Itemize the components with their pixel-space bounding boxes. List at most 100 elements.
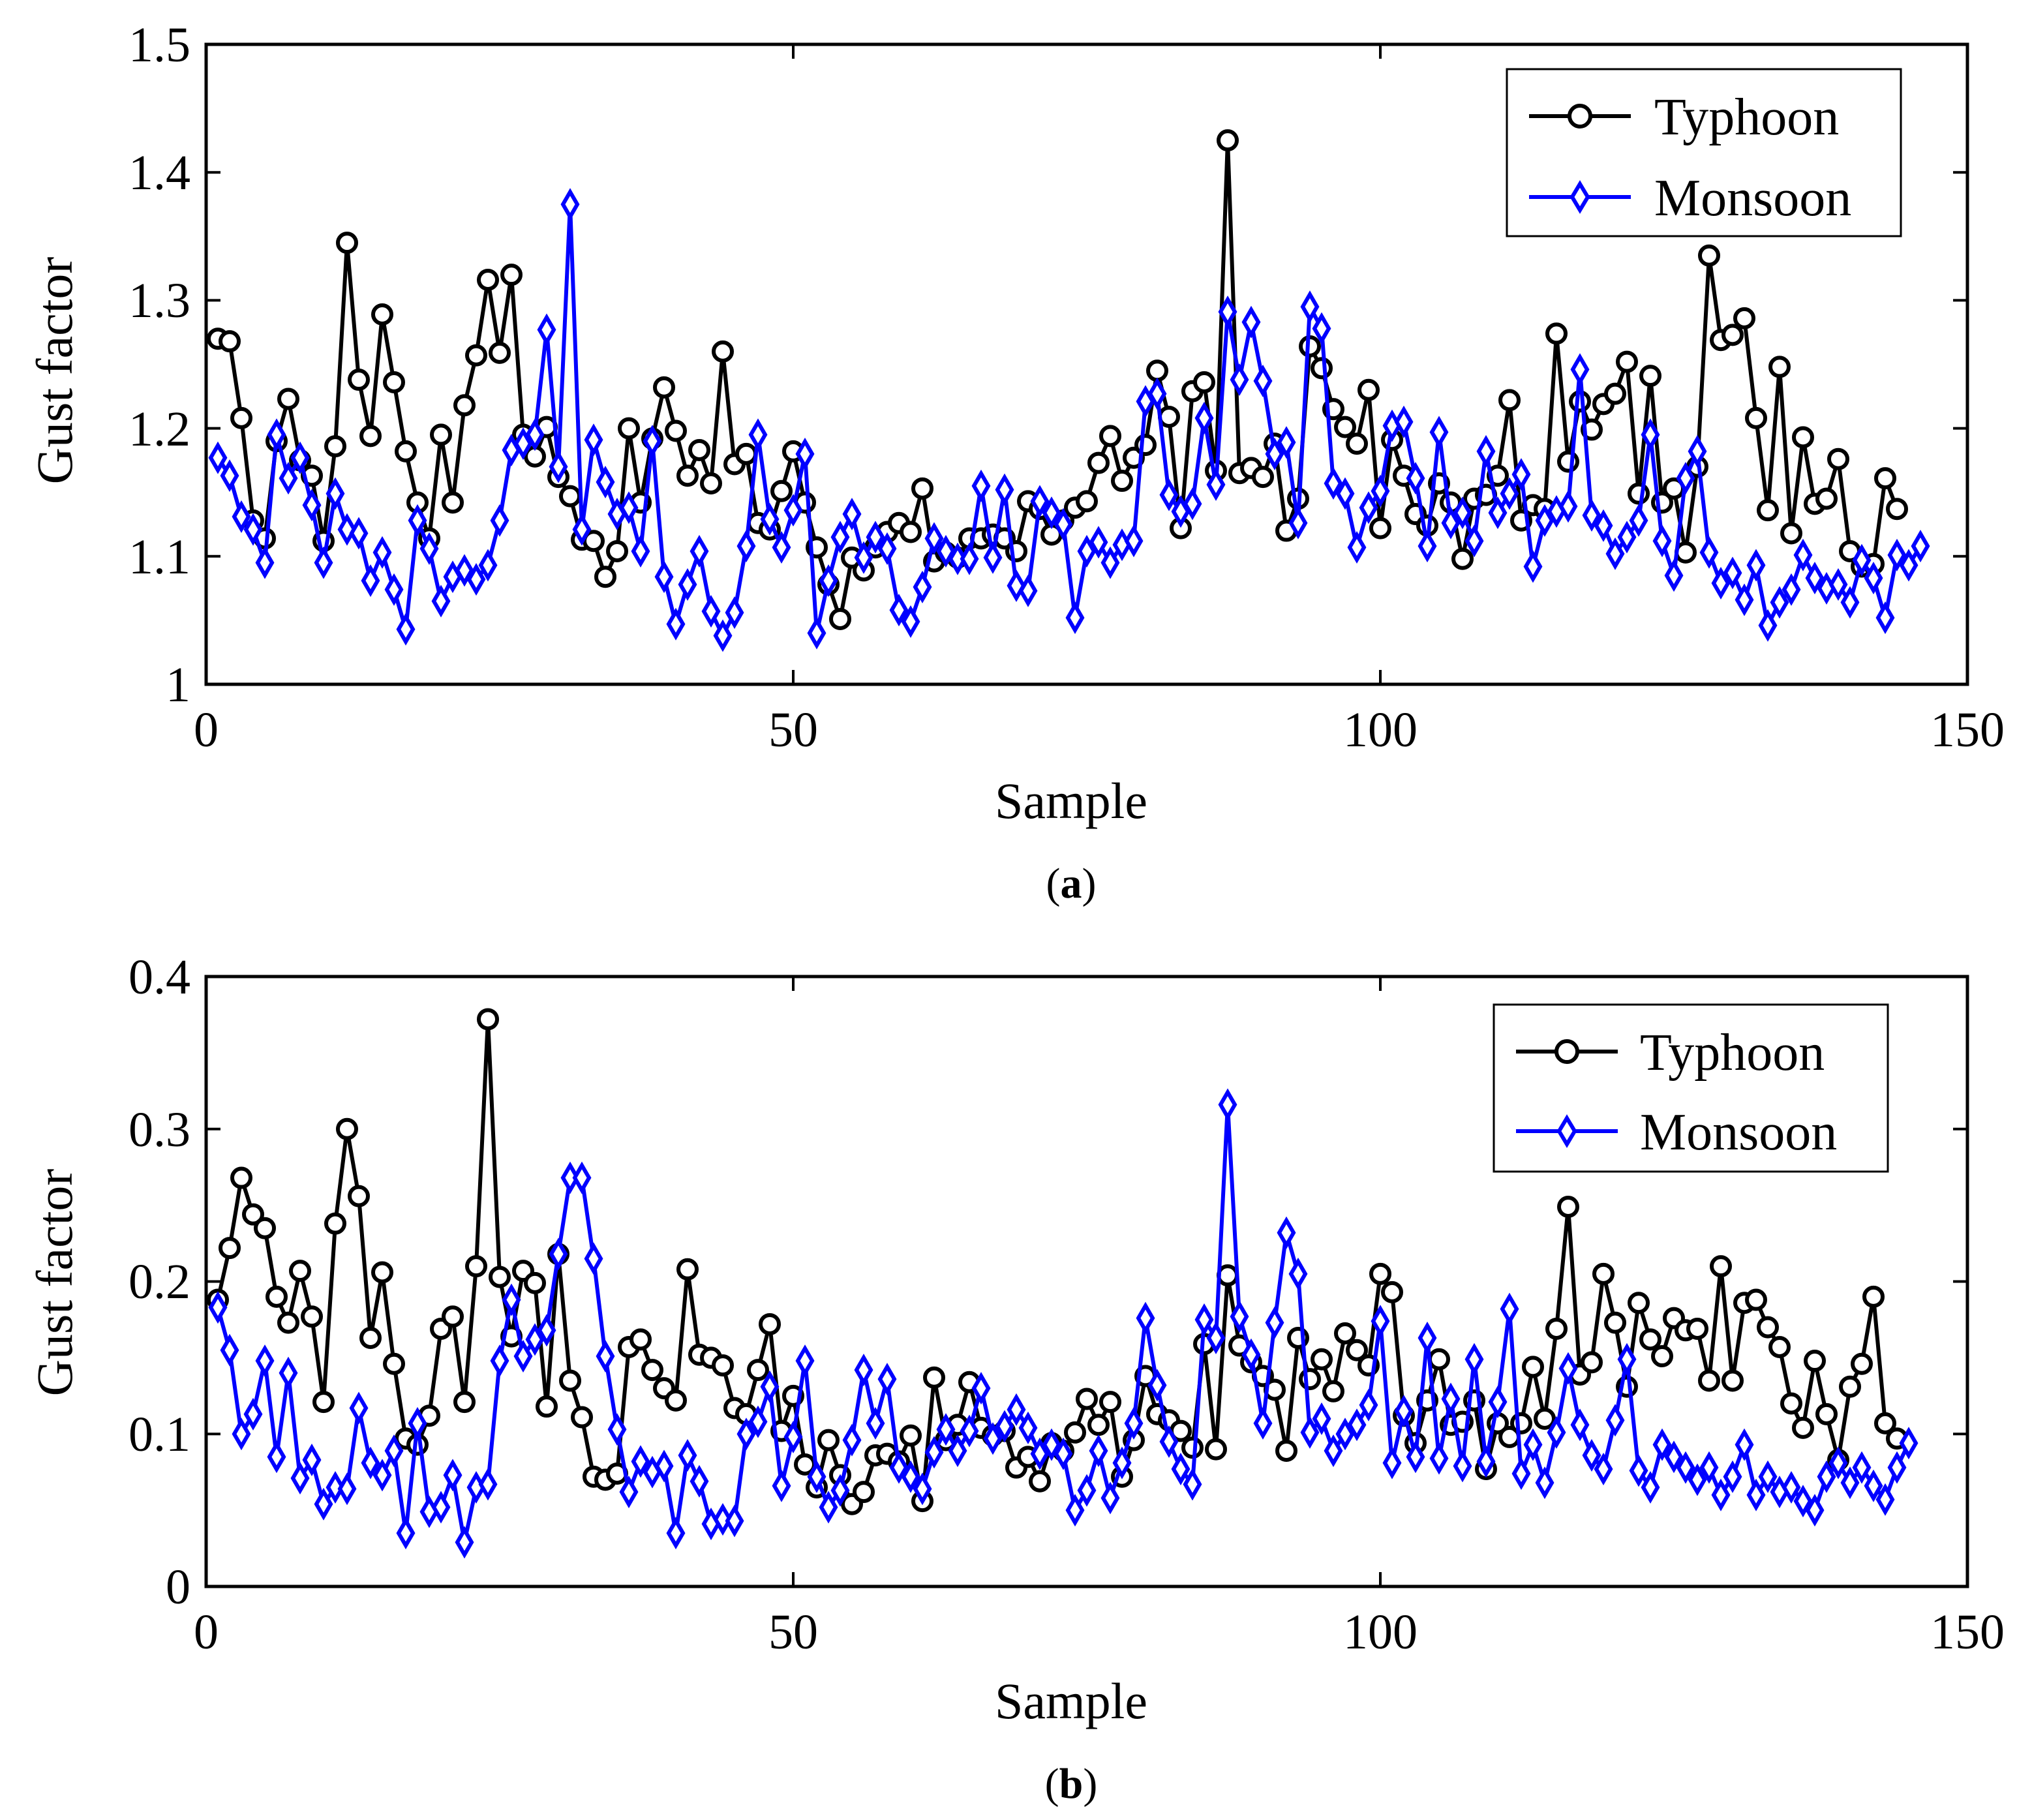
data-point-monsoon [1523, 550, 1543, 583]
data-point-monsoon [971, 469, 991, 502]
data-point-monsoon [1711, 567, 1731, 599]
data-point-monsoon [1817, 1460, 1836, 1493]
data-point-monsoon [267, 418, 286, 451]
data-point-typhoon [301, 1305, 323, 1328]
y-axis: 1 1.1 1.2 1.3 1.4 1.5 [129, 18, 190, 712]
panel-caption-b: (b) [1045, 1760, 1098, 1808]
data-point-monsoon [1300, 290, 1320, 324]
data-point-monsoon [1136, 1301, 1155, 1335]
data-point-monsoon [854, 1354, 873, 1387]
data-point-monsoon [1699, 536, 1719, 569]
data-point-typhoon [665, 419, 687, 442]
data-point-monsoon [1100, 1481, 1120, 1515]
data-point-monsoon [725, 596, 744, 629]
data-point-monsoon [1418, 530, 1437, 563]
legend-label-typhoon: Typhoon [1654, 89, 1839, 146]
data-point-monsoon [1359, 1388, 1378, 1421]
data-point-monsoon [1054, 1437, 1073, 1470]
data-point-monsoon [690, 1464, 709, 1498]
data-point-monsoon [279, 1356, 298, 1389]
data-point-monsoon [408, 1406, 427, 1440]
data-point-monsoon [654, 1449, 674, 1483]
data-point-typhoon [1815, 1403, 1838, 1425]
data-point-typhoon [489, 1266, 511, 1288]
data-point-monsoon [983, 541, 1003, 574]
y-axis: 0 0.1 0.2 0.3 0.4 [129, 950, 190, 1615]
data-point-monsoon [913, 570, 932, 603]
data-point-monsoon [549, 450, 568, 483]
data-point-monsoon [396, 613, 416, 646]
data-point-typhoon [1064, 1421, 1086, 1444]
data-point-monsoon [326, 477, 345, 510]
data-point-monsoon [431, 584, 451, 618]
data-point-monsoon [1688, 1463, 1707, 1496]
data-point-monsoon [1194, 401, 1214, 434]
data-point-monsoon [983, 1422, 1003, 1455]
panel-caption-a: (a) [1046, 860, 1097, 907]
data-point-monsoon [748, 1405, 768, 1438]
data-point-monsoon [549, 1237, 568, 1271]
data-point-monsoon [783, 1420, 803, 1453]
data-point-monsoon [842, 1423, 862, 1457]
data-point-monsoon [1183, 487, 1202, 521]
data-point-monsoon [619, 1476, 639, 1509]
data-point-monsoon [337, 1472, 357, 1506]
data-point-typhoon [1780, 522, 1802, 545]
data-point-typhoon [442, 1305, 464, 1328]
data-point-typhoon [442, 491, 464, 514]
xtick-label: 150 [1930, 703, 2005, 757]
data-point-monsoon [1406, 1440, 1425, 1474]
data-point-monsoon [560, 188, 580, 221]
data-point-monsoon [1018, 1411, 1038, 1444]
data-point-monsoon [1371, 1305, 1390, 1338]
data-point-typhoon [336, 1117, 358, 1140]
data-point-typhoon [1275, 1439, 1297, 1462]
data-point-monsoon [372, 536, 392, 569]
data-point-monsoon [1100, 546, 1120, 579]
x-axis-title: Sample [995, 772, 1147, 829]
ytick-label: 1.5 [129, 18, 190, 72]
data-point-monsoon [1840, 586, 1860, 619]
data-point-monsoon [678, 1438, 697, 1472]
data-point-monsoon [349, 517, 369, 550]
data-point-typhoon [265, 1285, 288, 1308]
legend-marker-diamond [1570, 180, 1590, 214]
data-point-monsoon [1782, 573, 1801, 606]
data-point-monsoon [877, 532, 897, 566]
data-point-monsoon [1770, 586, 1789, 619]
data-point-monsoon [1629, 504, 1648, 537]
data-point-monsoon [1500, 1292, 1519, 1326]
data-point-monsoon [584, 423, 603, 457]
data-point-typhoon [1087, 451, 1110, 474]
data-point-typhoon [1886, 498, 1908, 521]
data-point-monsoon [1324, 1434, 1343, 1467]
data-point-monsoon [1852, 1451, 1872, 1484]
data-point-monsoon [1617, 1342, 1637, 1376]
series-monsoon [208, 188, 1930, 652]
data-point-monsoon [1394, 1395, 1414, 1428]
data-point-monsoon [525, 418, 545, 451]
data-point-monsoon [1441, 1382, 1461, 1416]
ytick-label: 1.4 [129, 145, 190, 200]
data-point-monsoon [795, 1344, 815, 1378]
data-point-typhoon [1557, 450, 1579, 473]
data-point-typhoon [817, 1429, 840, 1451]
data-point-monsoon [1441, 506, 1461, 539]
legend: Typhoon Monsoon [1506, 68, 1902, 237]
data-point-monsoon [349, 1391, 369, 1425]
data-point-typhoon [1792, 1416, 1814, 1439]
x-axis: 0 50 100 150 [194, 703, 2005, 757]
data-point-typhoon [1721, 1369, 1744, 1392]
data-point-monsoon [572, 513, 592, 546]
data-point-typhoon [759, 1312, 781, 1335]
data-point-typhoon [1428, 1348, 1450, 1371]
data-point-monsoon [314, 546, 333, 579]
ytick-label: 1.1 [129, 530, 190, 584]
data-point-monsoon [877, 1363, 897, 1396]
data-point-typhoon [923, 1366, 945, 1389]
data-point-typhoon [1780, 1392, 1802, 1415]
data-point-typhoon [1616, 350, 1638, 373]
data-point-typhoon [1698, 1369, 1720, 1392]
legend-marker-circle [1554, 1039, 1579, 1064]
data-point-monsoon [631, 1445, 650, 1478]
